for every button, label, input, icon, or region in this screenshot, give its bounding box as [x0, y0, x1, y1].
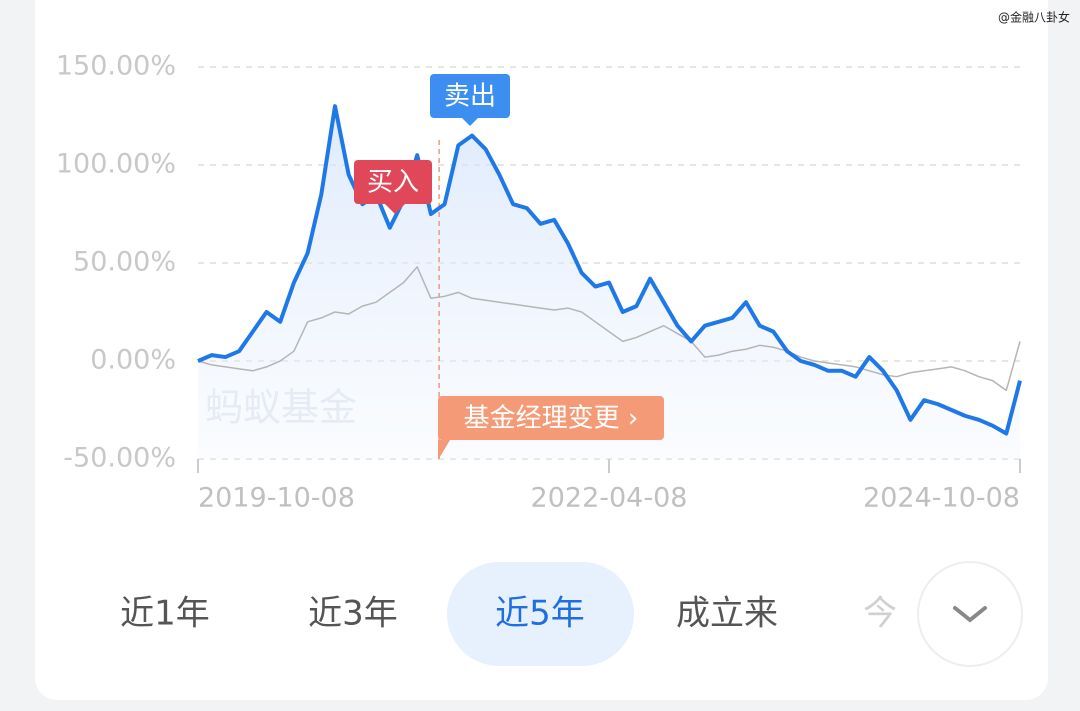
y-tick-label: -50.00% [63, 443, 176, 474]
buy-label: 买入 [367, 168, 419, 198]
y-tick-label: 50.00% [73, 247, 176, 278]
manager-change-label-tail [438, 440, 450, 460]
tab[interactable]: 成立来 [676, 594, 778, 634]
watermark-top: @金融八卦女 [998, 10, 1070, 25]
y-tick-label: 0.00% [90, 345, 176, 376]
tab[interactable]: 近5年 [495, 594, 585, 634]
buy-label-bg [354, 160, 432, 204]
tabs: 近1年 近3年 近5年 成立来 今 [120, 562, 897, 666]
chart: 蚂蚁基金150.00%100.00%50.00%0.00%-50.00%2019… [56, 51, 1022, 514]
tab[interactable]: 近3年 [308, 594, 398, 634]
x-tick-label: 2024-10-08 [863, 483, 1020, 514]
manager-change-label-bg [438, 396, 664, 440]
fund-area [198, 106, 1020, 459]
buy-label-tail [385, 204, 405, 214]
fund-line [197, 104, 1022, 436]
x-tick-label: 2022-04-08 [531, 483, 688, 514]
manager-change-label: 基金经理变更 › [464, 404, 639, 434]
expand-button[interactable] [917, 561, 1023, 667]
tab[interactable]: 近1年 [120, 594, 210, 634]
chevron-icon [953, 606, 987, 623]
sell-label: 卖出 [444, 82, 496, 112]
y-tick-label: 150.00% [56, 51, 176, 82]
active-tab-bg [447, 562, 634, 666]
tab[interactable]: 今 [863, 594, 897, 634]
x-tick-label: 2019-10-08 [198, 483, 355, 514]
benchmark-line [197, 266, 1021, 392]
y-tick-label: 100.00% [56, 149, 176, 180]
sell-label-tail [462, 118, 478, 126]
sell-label-bg [430, 74, 510, 118]
